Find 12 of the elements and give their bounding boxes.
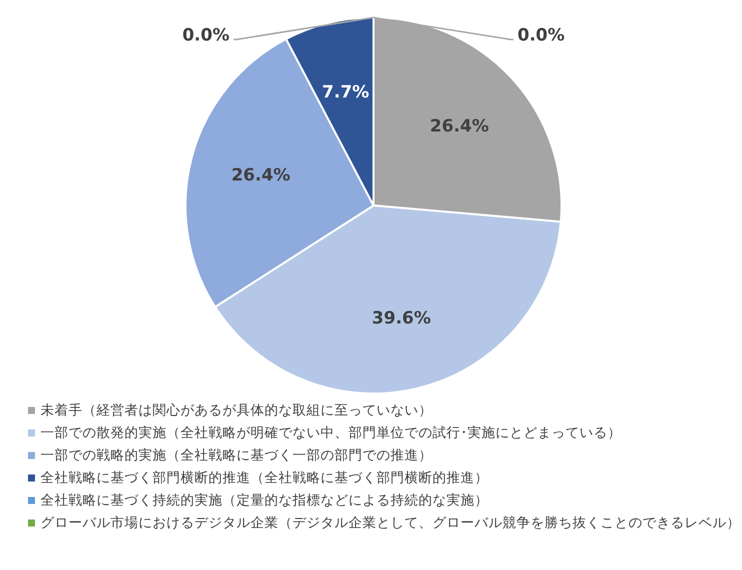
legend-label: グローバル市場におけるデジタル企業（デジタル企業として、グローバル競争を勝ち抜くことのできるレベル）	[40, 515, 740, 531]
data-label: 26.4%	[231, 166, 290, 186]
legend-label: 全社戦略に基づく持続的実施（定量的な指標などによる持続的な実施）	[40, 492, 488, 508]
legend-label: 一部での戦略的実施（全社戦略に基づく一部の部門での推進）	[40, 448, 432, 464]
text: 0.0%	[182, 26, 230, 46]
text: 0.0%	[518, 26, 565, 46]
legend-label: 未着手（経営者は関心があるが具体的な取組に至っていない）	[40, 402, 432, 418]
data-label: 39.6%	[372, 308, 431, 329]
data-label: 26.4%	[430, 116, 489, 137]
legend-label: 全社戦略に基づく部門横断的推進（全社戦略に基づく部門横断的推進）	[40, 470, 488, 486]
data-label: 7.7%	[322, 82, 370, 102]
legend-label: 一部での散発的実施（全社戦略が明確でない中、部門単位での試行･実施にとどまっている）	[40, 425, 622, 441]
